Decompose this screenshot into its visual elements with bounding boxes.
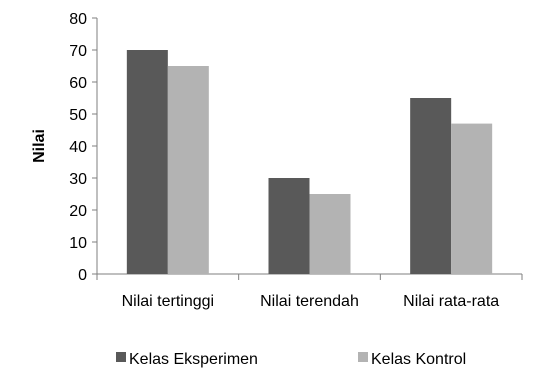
x-tick-label: Nilai rata-rata <box>403 293 499 310</box>
y-tick-label: 10 <box>69 235 87 252</box>
y-tick-label: 70 <box>69 43 87 60</box>
legend: Kelas Eksperimen Kelas Kontrol <box>116 351 466 368</box>
y-tick-label: 80 <box>69 11 87 28</box>
bar <box>268 178 310 274</box>
y-tick-label: 30 <box>69 171 87 188</box>
y-tick-label: 60 <box>69 75 87 92</box>
legend-swatch <box>358 352 368 362</box>
bar <box>309 194 351 274</box>
y-axis-label: Nilai <box>31 129 48 163</box>
x-tick-label: Nilai terendah <box>260 293 359 310</box>
bars <box>126 50 493 274</box>
y-axis: 0 10 20 30 40 50 60 70 80 <box>69 11 98 284</box>
y-tick-label: 40 <box>69 139 87 156</box>
x-axis: Nilai tertinggi Nilai terendah Nilai rata-… <box>96 273 523 310</box>
y-tick-label: 20 <box>69 203 87 220</box>
legend-label: Kelas Kontrol <box>371 351 466 368</box>
y-tick-label: 0 <box>78 267 87 284</box>
legend-swatch <box>116 352 126 362</box>
legend-label: Kelas Eksperimen <box>129 351 258 368</box>
bar <box>410 98 452 274</box>
y-tick-label: 50 <box>69 107 87 124</box>
bar <box>451 123 493 274</box>
bar <box>126 50 168 274</box>
bar <box>167 66 209 274</box>
x-tick-label: Nilai tertinggi <box>122 293 214 310</box>
